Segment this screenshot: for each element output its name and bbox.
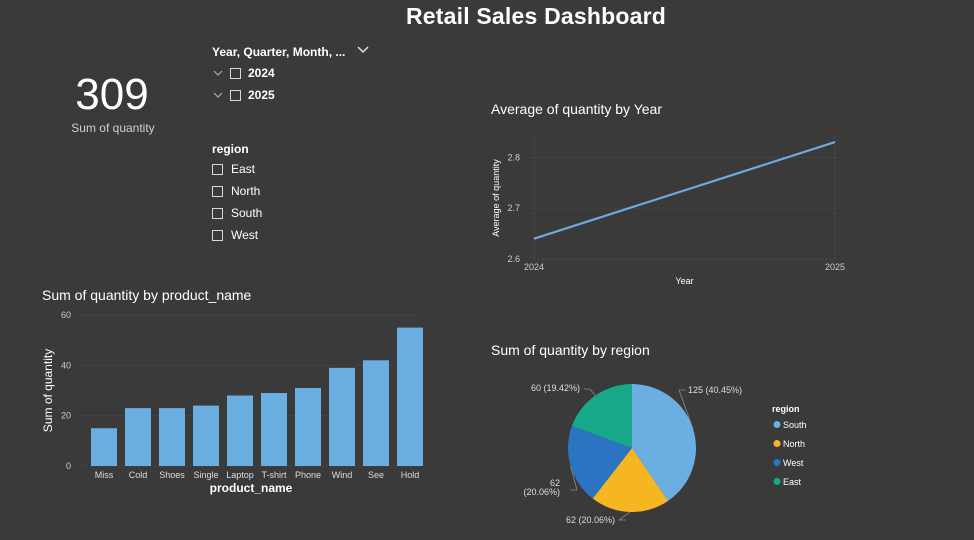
bar [227, 395, 253, 466]
y-tick-label: 0 [66, 461, 71, 471]
data-label: 60 (19.42%) [531, 383, 580, 393]
legend-title: region [772, 404, 800, 414]
expand-chevron-icon[interactable] [212, 68, 224, 78]
region-slicer-item-label: East [231, 162, 256, 176]
y-tick-label: 2.6 [507, 254, 520, 264]
leader-line [570, 465, 578, 491]
pie-slice [592, 448, 669, 512]
kpi-value: 309 [75, 70, 149, 119]
region-slicer-item-east[interactable]: East [212, 162, 255, 176]
legend-label: West [783, 458, 804, 468]
x-tick-label: Cold [129, 470, 148, 480]
y-axis-label: Average of quantity [491, 159, 501, 237]
series-line [533, 141, 836, 240]
legend-label: North [783, 439, 805, 449]
bar [329, 367, 355, 466]
y-tick-label: 20 [61, 411, 71, 421]
date-slicer-item-2025[interactable]: 2025 [212, 88, 275, 102]
y-tick-label: 2.8 [507, 152, 520, 162]
checkbox[interactable] [230, 89, 241, 101]
data-label: 62 (20.06%) [566, 515, 615, 525]
bar [261, 393, 287, 466]
x-tick-label: Phone [295, 470, 321, 480]
checkbox[interactable] [212, 185, 223, 197]
y-tick-label: 40 [61, 360, 71, 370]
bar [295, 387, 321, 466]
date-slicer-header[interactable]: Year, Quarter, Month, ... [212, 45, 346, 59]
pie-chart[interactable]: 125 (40.45%) 62 (20.06%) 62(20.06%) 60 (19.… [500, 365, 840, 535]
date-slicer-item-2024[interactable]: 2024 [212, 66, 275, 80]
data-label: 62 [550, 478, 560, 488]
bar [125, 408, 151, 466]
checkbox[interactable] [230, 67, 241, 79]
pie-chart-title: Sum of quantity by region [491, 342, 650, 358]
x-tick-label: T-shirt [261, 470, 287, 480]
legend-marker [773, 459, 781, 466]
expand-chevron-icon[interactable] [212, 90, 224, 100]
line-chart[interactable]: 2.6 2.7 2.8 2024 2025 Year Average of quantity [480, 125, 860, 290]
region-slicer-item-label: West [231, 228, 259, 242]
legend-label: South [783, 420, 807, 430]
bar [159, 408, 185, 466]
x-tick-label: Miss [95, 470, 114, 480]
leader-line [617, 511, 631, 521]
line-chart-title: Average of quantity by Year [491, 101, 662, 117]
pie-slice [571, 384, 632, 448]
x-tick-label: Single [193, 470, 218, 480]
x-tick-label: Laptop [226, 470, 254, 480]
pie-slice [632, 384, 696, 501]
y-tick-label: 2.7 [507, 203, 520, 213]
checkbox[interactable] [212, 229, 223, 241]
data-label: (20.06%) [523, 487, 560, 497]
date-slicer-item-label: 2024 [248, 66, 275, 80]
bar [363, 360, 389, 466]
leader-line [584, 388, 596, 396]
y-tick-label: 60 [61, 310, 71, 320]
leader-line [678, 389, 694, 430]
checkbox[interactable] [212, 207, 223, 219]
x-tick-label: Hold [401, 470, 420, 480]
region-slicer-item-label: South [231, 206, 263, 220]
region-slicer-item-label: North [231, 184, 261, 198]
pie-slice [568, 426, 632, 499]
legend-label: East [783, 477, 802, 487]
x-axis-label: product_name [210, 481, 293, 495]
region-slicer-item-north[interactable]: North [212, 184, 260, 198]
date-slicer-item-label: 2025 [248, 88, 275, 102]
bar [193, 405, 219, 466]
dashboard-title: Retail Sales Dashboard [405, 3, 667, 29]
bar [91, 428, 117, 466]
bar-chart-title: Sum of quantity by product_name [42, 287, 252, 303]
region-slicer-item-west[interactable]: West [212, 228, 258, 242]
y-axis-label: Sum of quantity [41, 349, 55, 432]
kpi-label: Sum of quantity [71, 121, 155, 135]
legend-marker [773, 421, 781, 428]
data-label: 125 (40.45%) [688, 385, 742, 395]
x-axis-label: Year [675, 276, 693, 286]
x-tick-label: 2025 [825, 262, 845, 272]
legend-marker [773, 440, 781, 447]
x-tick-label: Wind [332, 470, 353, 480]
bar-chart[interactable]: 0 20 40 60 Miss Cold Shoes Single Laptop T-shirt P… [30, 300, 430, 500]
region-slicer-header: region [212, 142, 249, 156]
legend-marker [773, 478, 781, 485]
x-tick-label: 2024 [524, 262, 544, 272]
region-slicer-item-south[interactable]: South [212, 206, 262, 220]
chevron-down-icon[interactable] [356, 43, 370, 57]
x-tick-label: See [368, 470, 384, 480]
bar [397, 327, 423, 466]
checkbox[interactable] [212, 163, 223, 175]
x-tick-label: Shoes [159, 470, 185, 480]
